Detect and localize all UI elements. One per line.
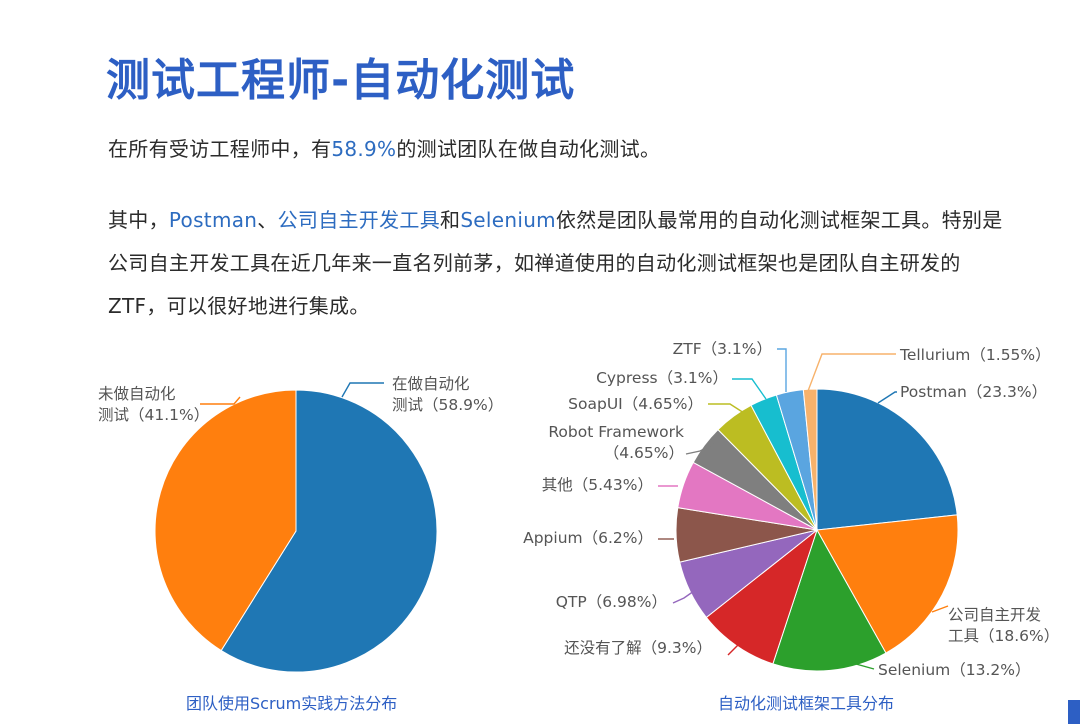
- corner-decoration: [1068, 700, 1080, 724]
- slice-label-appium: Appium（6.2%）: [523, 529, 653, 547]
- tools-highlight-inhouse: 公司自主开发工具: [277, 208, 440, 232]
- leader-line-selenium: [855, 663, 875, 670]
- leader-line-ztf: [777, 348, 787, 392]
- right-chart-caption: 自动化测试框架工具分布: [718, 694, 895, 713]
- leader-line-qtp: [672, 590, 695, 604]
- pie-slice-selenium: [772, 528, 887, 672]
- page-title: 测试工程师-自动化测试: [106, 55, 576, 106]
- pie-slice-还没有了解: [705, 528, 818, 665]
- tools-highlight-postman: Postman: [168, 208, 258, 232]
- leader-line-未做自动化: [200, 396, 241, 405]
- leader-line-公司自主开发: [931, 605, 949, 613]
- pie-chart-frameworks: Postman（23.3%） 公司自主开发工具（18.6%） Selenium（13…: [523, 340, 1059, 679]
- leader-line-在做自动化: [341, 382, 384, 398]
- tools-text-p1: 其中，: [108, 208, 169, 232]
- slice-label-公司自主开发: 公司自主开发: [948, 606, 1041, 624]
- leader-line-tellurium: [807, 353, 896, 392]
- pie-slice-公司自主开发: [816, 514, 959, 654]
- slice-label-robot-framework: Robot Framework: [548, 423, 684, 441]
- slice-label-selenium: Selenium（13.2%）: [878, 661, 1031, 679]
- slice-label-robot-framework: （4.65%）: [604, 444, 684, 462]
- leader-line-postman: [877, 391, 897, 404]
- intro-text-before: 在所有受访工程师中，有: [108, 137, 332, 161]
- slice-label-公司自主开发: 工具（18.6%）: [948, 627, 1059, 645]
- pie-slice-未做自动化: [154, 389, 297, 652]
- leader-line-soapui: [708, 403, 745, 414]
- tools-paragraph-line3: ZTF，可以很好地进行集成。: [108, 294, 370, 318]
- slice-label-未做自动化: 未做自动化: [98, 385, 176, 403]
- pie-slice-在做自动化: [220, 389, 438, 673]
- leader-line-还没有了解: [727, 642, 741, 656]
- left-chart-caption: 团队使用Scrum实践方法分布: [186, 694, 398, 713]
- tools-paragraph-line1: 其中，Postman、公司自主开发工具和Selenium依然是团队最常用的自动化…: [108, 204, 1003, 233]
- tools-text-p2: 、: [257, 208, 278, 232]
- slice-label-在做自动化: 在做自动化: [392, 375, 470, 393]
- pie-slice-tellurium: [802, 388, 818, 531]
- intro-highlight-percent: 58.9%: [331, 137, 397, 161]
- tools-paragraph-line2: 公司自主开发工具在近几年来一直名列前茅，如禅道使用的自动化测试框架也是团队自主研…: [108, 251, 961, 275]
- slice-label-postman: Postman（23.3%）: [900, 383, 1047, 401]
- leader-line-robot-framework: [685, 443, 715, 455]
- slice-label-cypress: Cypress（3.1%）: [596, 369, 728, 387]
- slice-label-soapui: SoapUI（4.65%）: [568, 395, 703, 413]
- slice-label-其他: 其他（5.43%）: [542, 476, 653, 494]
- tools-text-p3: 和: [440, 208, 461, 232]
- leader-line-cypress: [732, 378, 767, 400]
- slice-label-在做自动化: 测试（58.9%）: [392, 396, 503, 414]
- tools-text-p4: 依然是团队最常用的自动化测试框架工具。特别是: [555, 208, 1003, 232]
- pie-slice-postman: [816, 388, 958, 531]
- slice-label-tellurium: Tellurium（1.55%）: [899, 346, 1051, 364]
- slice-label-qtp: QTP（6.98%）: [556, 593, 667, 611]
- intro-paragraph: 在所有受访工程师中，有58.9%的测试团队在做自动化测试。: [108, 133, 660, 162]
- intro-text-after: 的测试团队在做自动化测试。: [396, 137, 661, 161]
- slice-label-还没有了解: 还没有了解（9.3%）: [564, 639, 712, 657]
- tools-highlight-selenium: Selenium: [460, 208, 556, 232]
- slice-label-ztf: ZTF（3.1%）: [673, 340, 772, 358]
- slice-label-未做自动化: 测试（41.1%）: [98, 406, 209, 424]
